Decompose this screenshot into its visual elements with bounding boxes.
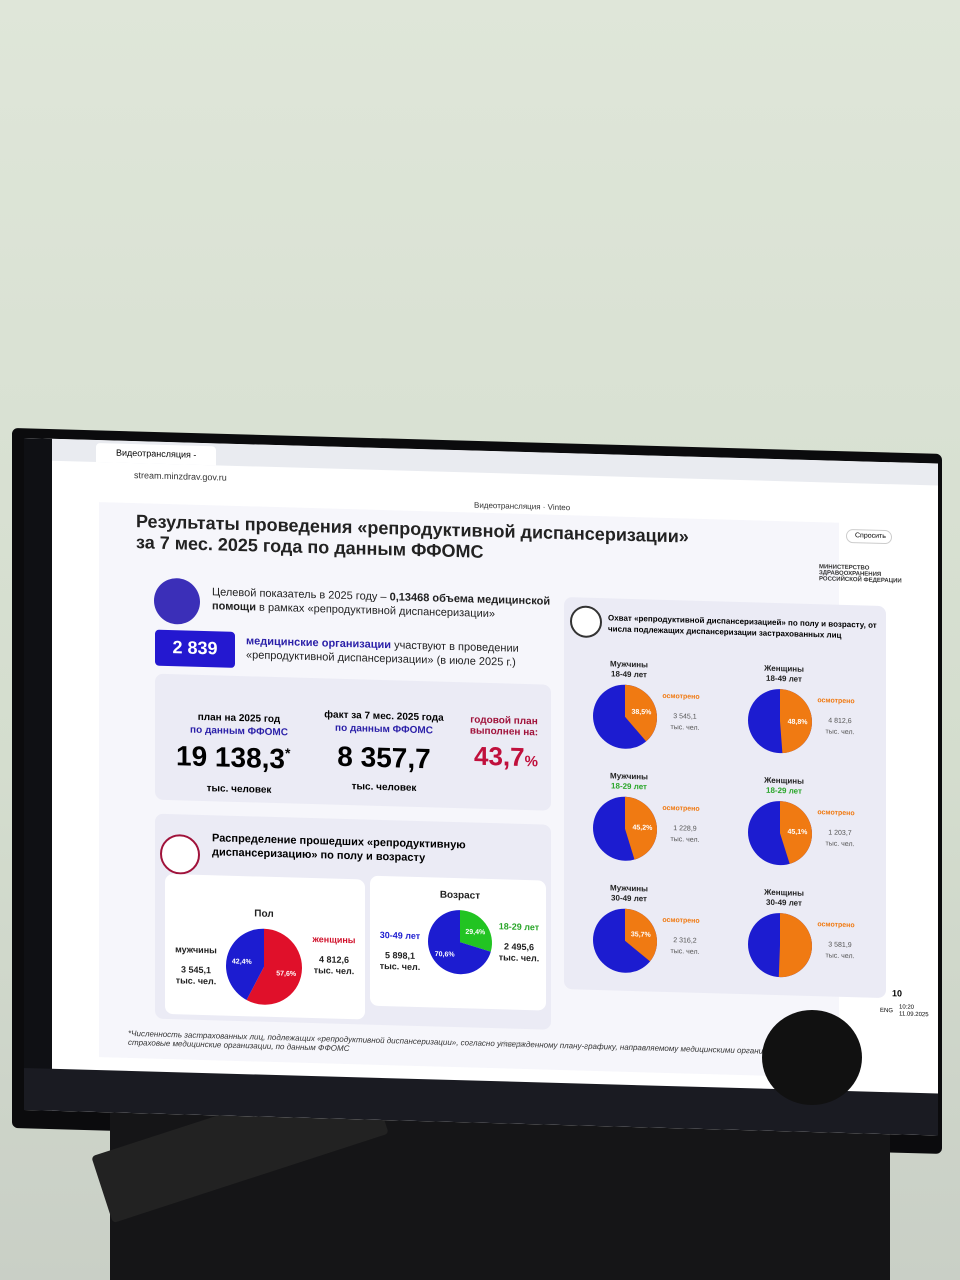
pie-slice (625, 796, 657, 860)
pie-slice (625, 908, 657, 962)
pie-slice (625, 684, 658, 742)
label: Мужчины (610, 659, 648, 669)
label: 3 581,9 (828, 941, 851, 949)
age: 30-49 лет (611, 893, 647, 903)
label: Мужчины (610, 883, 648, 893)
label: тыс. чел. (671, 948, 700, 956)
label: осмотрено (817, 809, 854, 817)
age: 18-49 лет (611, 669, 647, 679)
label: 1 228,9 (673, 825, 696, 833)
label: 48,8% (788, 719, 809, 727)
label: 3 545,1 (181, 964, 211, 975)
label: тыс. чел. (671, 724, 700, 732)
tv-brand: Hisense (500, 1041, 526, 1048)
label: 4 812,6 (319, 954, 349, 965)
label: 1 203,7 (828, 829, 851, 837)
label: 4 812,6 (828, 717, 851, 725)
pie-slice (460, 910, 492, 952)
age: 18-29 лет (611, 781, 647, 791)
label: 30-49 лет (380, 930, 421, 941)
label: Женщины (763, 664, 804, 674)
age: 18-29 лет (766, 786, 802, 796)
label: тыс. чел. (826, 952, 855, 960)
label: 38,5% (632, 709, 653, 717)
label: 2 316,2 (673, 937, 696, 945)
label: Женщины (763, 888, 804, 898)
label: тыс. чел. (380, 961, 421, 972)
label: тыс. чел. (499, 952, 540, 963)
pie-slice (428, 910, 491, 975)
label: мужчины (175, 944, 217, 955)
label: тыс. чел. (671, 836, 700, 844)
label: 18-29 лет (499, 921, 540, 932)
webcam (762, 1010, 862, 1105)
label: Возраст (440, 890, 480, 902)
pie-slice (780, 801, 812, 864)
pie-slice (780, 689, 812, 754)
pie-slice (246, 928, 302, 1005)
label: 42,4% (232, 958, 253, 966)
pie-slice (226, 928, 264, 1000)
age: 18-49 лет (766, 674, 802, 684)
label: осмотрено (662, 805, 699, 813)
label: Женщины (763, 776, 804, 786)
screen: Видеотрансляция - stream.minzdrav.gov.ru… (24, 438, 938, 1136)
label: осмотрено (662, 917, 699, 925)
label: осмотрено (662, 693, 699, 701)
label: Пол (254, 908, 273, 920)
pie-slice (778, 913, 813, 978)
label: 29,4% (465, 929, 486, 937)
label: осмотрено (817, 921, 854, 929)
label: тыс. чел. (826, 728, 855, 736)
label: тыс. чел. (826, 840, 855, 848)
label: 70,6% (435, 951, 456, 959)
label: 45,2% (632, 824, 653, 832)
label: 2 495,6 (504, 941, 534, 952)
label: женщины (312, 934, 356, 945)
label: 3 545,1 (673, 713, 696, 721)
age: 30-49 лет (766, 898, 802, 908)
label: Мужчины (610, 771, 648, 781)
label: тыс. чел. (176, 975, 217, 986)
label: 57,6% (276, 970, 297, 978)
label: 45,1% (787, 829, 808, 837)
label: осмотрено (817, 697, 854, 705)
label: 5 898,1 (385, 950, 415, 961)
label: 35,7% (631, 931, 652, 939)
label: тыс. чел. (314, 965, 355, 976)
